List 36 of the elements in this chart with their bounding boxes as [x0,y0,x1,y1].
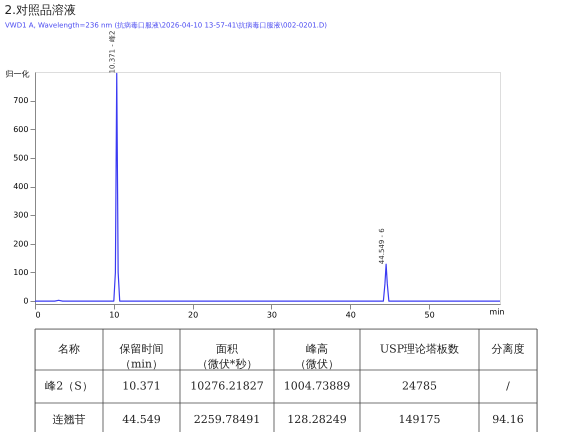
text: 分离度 [492,342,524,356]
line-series [35,72,500,302]
y-tick-label: 600 [13,124,28,134]
text: 保留时间（min） [120,342,164,370]
text: 10.371 [122,380,161,392]
text: 名称 [58,342,80,356]
y-tick-label: 700 [13,96,28,106]
text: 94.16 [492,413,524,426]
text: 面积（微伏*秒） [196,342,258,370]
y-tick-label: 500 [13,153,28,162]
text: 2259.78491 [194,413,260,426]
text: 峰高（微伏） [295,342,339,370]
text: 149175 [398,413,440,426]
x-tick-label: 0 [36,310,41,320]
x-tick-label: 10 [109,310,120,320]
text: 24785 [402,380,437,392]
text: USP理论塔板数 [380,342,460,356]
x-tick-label: 40 [346,310,356,320]
y-tick-label: 300 [13,210,28,220]
y-tick-label: 0 [23,296,28,306]
chart-title: 2.对照品溶液 [4,3,76,18]
y-tick-label: 100 [13,268,28,277]
text: 44.549 [122,413,161,426]
x-axis-title: min [489,308,504,316]
y-tick-label: 200 [13,239,28,248]
text: 峰2（S） [45,380,93,392]
text: 128.28249 [287,413,347,426]
x-tick-label: 30 [266,310,278,320]
y-axis-title: 归一化 [6,70,30,78]
text: 连翘苷 [52,413,86,426]
text: 1004.73889 [284,380,350,392]
y-tick-label: 400 [13,182,28,192]
text: / [506,380,510,392]
text: 10276.21827 [190,380,264,392]
x-tick-label: 50 [424,310,435,320]
x-tick-label: 20 [188,310,198,320]
